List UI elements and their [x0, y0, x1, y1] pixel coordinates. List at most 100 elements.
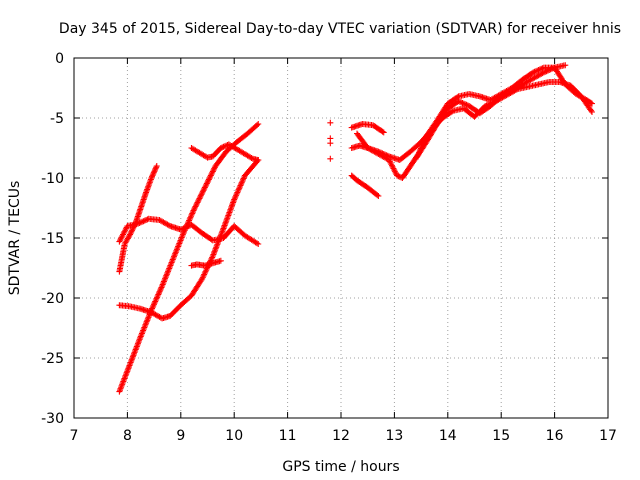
- data-point: [248, 155, 255, 161]
- data-point: [201, 271, 208, 278]
- data-point: [456, 98, 463, 105]
- data-point: [200, 272, 207, 279]
- x-tick-label: 7: [70, 428, 79, 444]
- data-point: [448, 108, 455, 115]
- data-point: [198, 191, 205, 198]
- data-point: [136, 220, 143, 226]
- series-s9: [348, 172, 382, 199]
- data-point: [233, 190, 240, 197]
- data-point: [502, 91, 509, 98]
- data-point: [183, 223, 190, 230]
- data-point: [151, 168, 158, 175]
- x-tick-label: 13: [385, 428, 403, 444]
- data-point: [186, 216, 193, 223]
- data-point: [195, 196, 202, 203]
- series-s8: [348, 121, 387, 136]
- gridlines: [74, 58, 608, 418]
- data-point: [191, 204, 198, 211]
- data-point: [504, 90, 511, 97]
- x-tick-label: 10: [225, 428, 243, 444]
- data-point: [190, 207, 197, 214]
- data-point: [189, 209, 196, 216]
- series-s12: [412, 62, 569, 162]
- data-point: [152, 165, 159, 172]
- data-point: [540, 69, 547, 76]
- data-point: [203, 180, 210, 187]
- data-point: [180, 230, 187, 237]
- data-point: [128, 228, 135, 235]
- chart-title: Day 345 of 2015, Sidereal Day-to-day VTE…: [59, 21, 621, 37]
- data-point: [239, 176, 246, 183]
- data-point: [182, 225, 189, 232]
- y-tick-label: 0: [55, 51, 64, 67]
- data-point: [197, 192, 204, 199]
- data-point: [207, 173, 214, 180]
- x-tick-label: 9: [176, 428, 185, 444]
- series-s10: [348, 79, 595, 163]
- data-point: [588, 109, 595, 115]
- data-point: [500, 92, 507, 99]
- data-point: [544, 67, 551, 74]
- data-point: [538, 65, 545, 72]
- data-point: [217, 145, 224, 151]
- data-point: [209, 168, 216, 175]
- data-point: [239, 178, 246, 185]
- data-point: [192, 203, 199, 210]
- data-point: [149, 305, 156, 312]
- data-point: [205, 176, 212, 183]
- data-point: [135, 220, 142, 227]
- data-point: [458, 99, 465, 106]
- data-point: [137, 219, 144, 226]
- data-point: [536, 66, 543, 73]
- data-point: [181, 227, 188, 234]
- data-point: [139, 218, 146, 225]
- data-point: [165, 222, 172, 229]
- data-point: [588, 107, 595, 114]
- data-point: [217, 257, 224, 264]
- data-point: [186, 217, 193, 224]
- data-point: [150, 302, 157, 309]
- data-points: [116, 62, 595, 395]
- data-point: [221, 143, 228, 150]
- data-point: [547, 66, 554, 73]
- data-point: [189, 210, 196, 217]
- data-point: [196, 195, 203, 202]
- data-point: [219, 144, 226, 151]
- data-point: [394, 172, 401, 179]
- data-point: [539, 70, 546, 77]
- data-point: [232, 193, 239, 200]
- data-point: [182, 224, 189, 231]
- data-point: [240, 175, 247, 182]
- data-point: [150, 301, 157, 308]
- y-tick-label: -25: [41, 351, 64, 367]
- x-tick-label: 12: [332, 428, 350, 444]
- series-s3: [116, 121, 262, 395]
- data-point: [327, 140, 334, 147]
- data-point: [191, 206, 198, 213]
- data-point: [201, 184, 208, 191]
- data-point: [231, 195, 238, 202]
- data-point: [460, 100, 467, 107]
- data-point: [141, 217, 148, 224]
- data-point: [209, 169, 216, 176]
- data-point: [153, 295, 160, 302]
- data-point: [203, 265, 210, 272]
- data-point: [255, 121, 262, 127]
- x-tick-label: 16: [546, 428, 564, 444]
- data-point: [455, 98, 462, 105]
- x-tick-label: 8: [123, 428, 132, 444]
- data-point: [152, 298, 159, 305]
- data-point: [177, 226, 184, 233]
- data-point: [550, 65, 557, 72]
- data-point: [154, 292, 161, 299]
- data-point: [127, 230, 134, 237]
- x-tick-label: 17: [599, 428, 617, 444]
- data-point: [149, 173, 156, 180]
- y-tick-label: -20: [41, 291, 64, 307]
- data-point: [203, 181, 210, 188]
- x-tick-label: 14: [439, 428, 457, 444]
- data-point: [152, 297, 159, 304]
- data-point: [207, 172, 214, 179]
- data-point: [238, 181, 245, 188]
